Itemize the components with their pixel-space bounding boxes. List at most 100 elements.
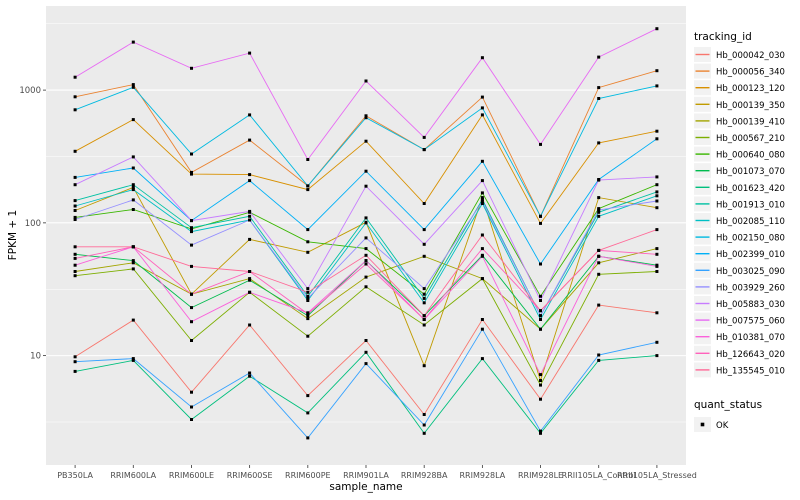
data-point bbox=[306, 158, 310, 161]
data-point bbox=[73, 75, 77, 79]
x-tick-label: RRII105LA_Control bbox=[562, 471, 636, 480]
data-point bbox=[131, 318, 135, 322]
data-point bbox=[306, 317, 310, 321]
data-point bbox=[73, 95, 77, 99]
data-point bbox=[655, 247, 659, 251]
data-point bbox=[480, 159, 484, 163]
x-tick-label: RRIM600PE bbox=[285, 471, 331, 480]
data-point bbox=[306, 394, 310, 398]
data-point bbox=[364, 184, 368, 188]
data-point bbox=[73, 369, 77, 373]
data-point bbox=[306, 314, 310, 318]
data-point bbox=[597, 141, 601, 145]
legend-item-label: Hb_000123_120 bbox=[716, 84, 785, 94]
legend-item-label: Hb_000139_410 bbox=[716, 117, 785, 127]
legend-item-label: Hb_000567_210 bbox=[716, 134, 785, 144]
data-point bbox=[655, 199, 659, 203]
data-point bbox=[480, 191, 484, 195]
data-point bbox=[190, 292, 193, 296]
data-point bbox=[190, 320, 193, 324]
data-point bbox=[422, 296, 426, 300]
legend-item-label: Hb_001073_070 bbox=[716, 167, 785, 177]
data-point bbox=[655, 340, 659, 344]
data-point bbox=[248, 113, 252, 117]
x-tick-label: RRIM928BA bbox=[401, 471, 448, 480]
data-point bbox=[248, 173, 252, 177]
data-point bbox=[480, 318, 484, 321]
data-point bbox=[655, 84, 659, 88]
data-point bbox=[597, 358, 601, 362]
y-tick-label: 10 bbox=[30, 352, 41, 362]
data-point bbox=[306, 188, 310, 192]
legend-item-label: Hb_002150_080 bbox=[716, 234, 785, 244]
data-point bbox=[422, 318, 426, 321]
data-point bbox=[73, 108, 77, 112]
data-point bbox=[655, 137, 659, 141]
data-point bbox=[655, 27, 659, 31]
data-point bbox=[364, 139, 368, 143]
data-point bbox=[364, 285, 368, 289]
data-point bbox=[422, 364, 426, 368]
data-point bbox=[480, 233, 484, 237]
data-point bbox=[248, 237, 252, 241]
data-point bbox=[306, 312, 310, 316]
data-point bbox=[131, 83, 135, 87]
data-point bbox=[480, 247, 484, 251]
data-point bbox=[480, 327, 484, 331]
data-point bbox=[73, 149, 77, 153]
x-tick-label: RRIM600SE bbox=[227, 471, 273, 480]
data-point bbox=[131, 166, 135, 170]
data-point bbox=[364, 236, 368, 240]
x-tick-label: RRIM928LE bbox=[518, 471, 563, 480]
data-point bbox=[306, 184, 310, 188]
data-point bbox=[539, 397, 542, 401]
data-point bbox=[248, 179, 252, 183]
data-point bbox=[597, 210, 601, 214]
data-point bbox=[364, 253, 368, 257]
data-point bbox=[73, 274, 77, 278]
data-point bbox=[73, 204, 77, 208]
data-point bbox=[597, 261, 601, 265]
data-point bbox=[190, 152, 193, 156]
data-point bbox=[248, 277, 252, 281]
data-point bbox=[422, 202, 426, 205]
data-point bbox=[480, 196, 484, 200]
legend-item-label: Hb_001913_010 bbox=[716, 200, 785, 210]
data-point bbox=[73, 218, 77, 221]
data-point bbox=[306, 411, 310, 415]
data-point bbox=[131, 358, 135, 362]
data-point bbox=[131, 208, 135, 211]
data-point bbox=[364, 259, 368, 263]
data-point bbox=[480, 357, 484, 361]
data-point bbox=[306, 334, 310, 338]
data-point bbox=[248, 278, 252, 282]
data-point bbox=[597, 353, 601, 357]
data-point bbox=[190, 264, 193, 268]
data-point bbox=[73, 175, 77, 179]
data-point bbox=[248, 374, 252, 378]
legend-item-label: Hb_000042_030 bbox=[716, 51, 785, 61]
data-point bbox=[131, 188, 135, 192]
data-point bbox=[73, 360, 77, 364]
quant-point-icon bbox=[700, 422, 705, 427]
legend-item-label: Hb_005883_030 bbox=[716, 300, 785, 310]
data-point bbox=[480, 56, 484, 60]
data-point bbox=[73, 355, 77, 359]
data-point bbox=[597, 178, 601, 182]
data-point bbox=[190, 339, 193, 342]
quant-item-label: OK bbox=[716, 421, 729, 431]
data-point bbox=[131, 85, 135, 89]
legend-item-label: Hb_000640_080 bbox=[716, 151, 785, 161]
data-point bbox=[597, 272, 601, 276]
data-point bbox=[306, 299, 310, 302]
data-point bbox=[364, 247, 368, 251]
data-point bbox=[597, 208, 601, 212]
data-point bbox=[131, 245, 135, 249]
data-point bbox=[655, 228, 659, 232]
x-tick-label: RRIM928LA bbox=[459, 471, 505, 480]
data-point bbox=[422, 314, 426, 318]
data-point bbox=[422, 287, 426, 291]
legend-item-label: Hb_003929_260 bbox=[716, 283, 785, 293]
data-point bbox=[655, 175, 659, 179]
